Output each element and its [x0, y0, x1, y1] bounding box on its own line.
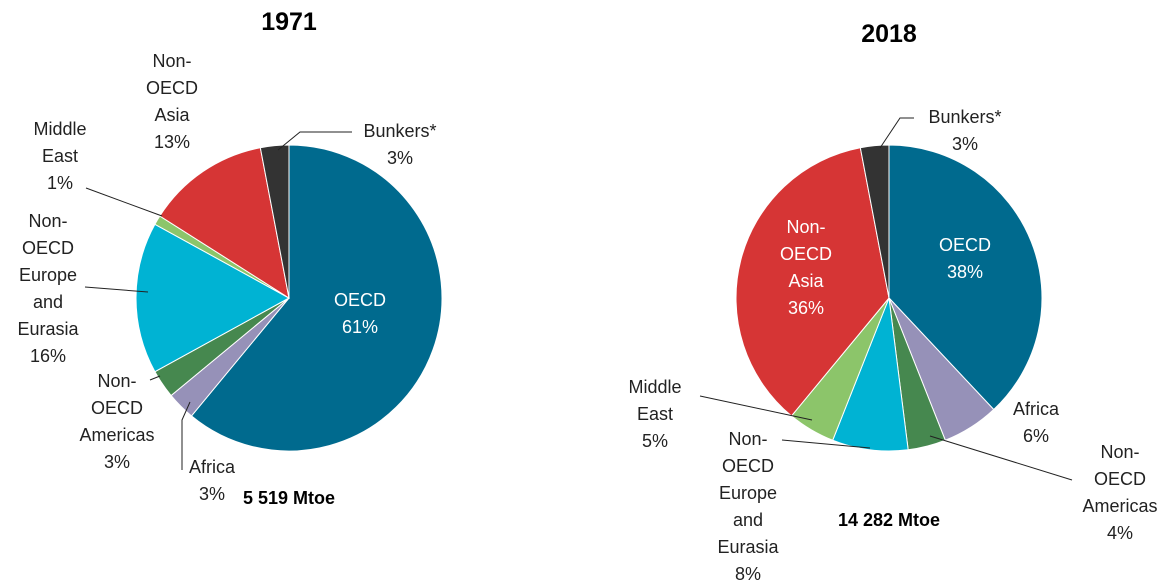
category-name: Non-OECD Europe and Eurasia: [717, 429, 779, 557]
slice-label: Non-OECD Americas 3%: [72, 368, 162, 476]
pie-slice: [190, 144, 443, 452]
category-name: Africa: [1012, 399, 1059, 419]
chart-title: 1971: [261, 8, 317, 36]
pie-slice: [859, 144, 890, 299]
chart-title: 2018: [861, 20, 917, 48]
slice-label: Non-OECD Asia 36%: [771, 214, 841, 322]
leader-line: [84, 286, 149, 293]
value-label: 61%: [341, 317, 379, 337]
value-label: 3%: [386, 148, 413, 168]
leader-line: [699, 395, 813, 421]
leader-line: [879, 117, 914, 149]
category-name: OECD: [938, 235, 991, 255]
category-name: Non-OECD Europe and Eurasia: [17, 211, 79, 339]
value-label: 38%: [946, 262, 984, 282]
slice-label: Africa 3%: [177, 454, 247, 508]
pie-slice: [135, 223, 291, 373]
slice-label: Non-OECD Europe and Eurasia 16%: [8, 208, 88, 370]
leader-line: [929, 435, 1073, 481]
value-label: 5%: [641, 431, 668, 451]
category-name: Non-OECD Asia: [779, 217, 832, 291]
category-name: Africa: [188, 457, 235, 477]
category-name: Non-OECD Asia: [145, 51, 198, 125]
value-label: 36%: [787, 298, 825, 318]
slice-label: Middle East 5%: [620, 374, 690, 455]
category-name: Non-OECD Americas: [1082, 442, 1158, 516]
value-label: 3%: [198, 484, 225, 504]
pie-slice: [159, 147, 290, 300]
leader-line: [85, 187, 163, 217]
pie-slice: [888, 144, 1043, 411]
category-name: Middle East: [33, 119, 87, 166]
value-label: 4%: [1106, 523, 1133, 543]
leader-line: [277, 131, 352, 151]
category-name: Non-OECD Americas: [79, 371, 155, 445]
category-name: Bunkers*: [928, 107, 1002, 127]
leader-line: [149, 375, 161, 381]
chart-subtitle: 14 282 Mtoe: [837, 510, 941, 530]
slice-label: Bunkers* 3%: [915, 104, 1015, 158]
value-label: 16%: [29, 346, 67, 366]
category-name: Bunkers*: [363, 121, 437, 141]
leader-line: [181, 401, 191, 470]
value-label: 3%: [103, 452, 130, 472]
leader-line: [781, 439, 871, 449]
value-label: 1%: [46, 173, 73, 193]
chart-subtitle: 5 519 Mtoe: [242, 488, 336, 508]
value-label: 13%: [153, 132, 191, 152]
value-label: 6%: [1022, 426, 1049, 446]
slice-label: Non-OECD Europe and Eurasia 8%: [708, 426, 788, 588]
pie-slice: [735, 147, 890, 417]
category-name: OECD: [333, 290, 386, 310]
value-label: 8%: [734, 564, 761, 584]
slice-label: Non-OECD Americas 4%: [1075, 439, 1165, 547]
slice-label: Bunkers* 3%: [350, 118, 450, 172]
slice-label: OECD 38%: [925, 232, 1005, 286]
value-label: 3%: [951, 134, 978, 154]
slice-label: Africa 6%: [1001, 396, 1071, 450]
slice-label: OECD 61%: [320, 287, 400, 341]
slice-label: Middle East 1%: [25, 116, 95, 197]
pie-slice: [259, 144, 290, 299]
slice-label: Non-OECD Asia 13%: [137, 48, 207, 156]
category-name: Middle East: [628, 377, 682, 424]
